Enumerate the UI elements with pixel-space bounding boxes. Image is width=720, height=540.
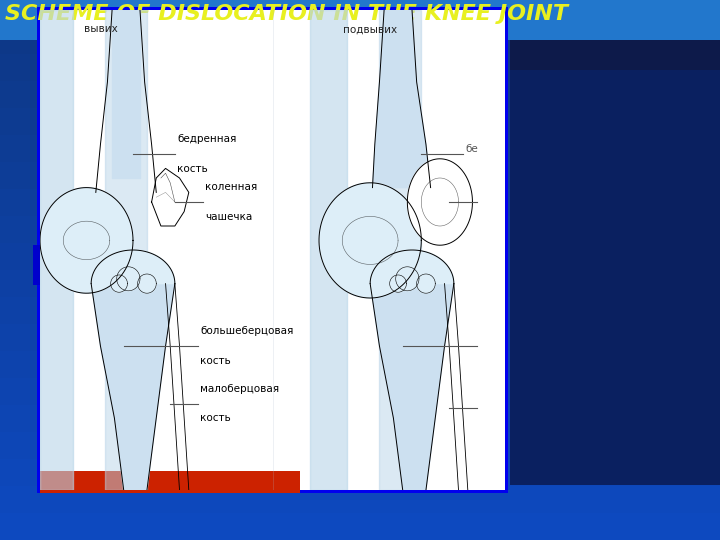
Text: вывих: вывих	[84, 24, 117, 35]
Polygon shape	[112, 10, 140, 178]
Bar	[0, 0, 720, 27]
Text: малоберцовая: малоберцовая	[200, 384, 279, 394]
Text: кость: кость	[200, 356, 231, 366]
Bar	[0, 80, 720, 108]
Bar	[0, 296, 720, 324]
Text: бедренная: бедренная	[177, 134, 237, 144]
Polygon shape	[319, 183, 421, 298]
Bar	[0, 458, 720, 486]
Polygon shape	[310, 10, 347, 490]
Text: чашечка: чашечка	[205, 212, 252, 221]
Bar	[0, 242, 720, 270]
Bar	[0, 512, 720, 540]
Bar	[0, 134, 720, 162]
Text: кость: кость	[177, 164, 208, 173]
Polygon shape	[417, 274, 436, 293]
Bar	[0, 107, 720, 135]
Polygon shape	[111, 275, 127, 292]
Bar	[0, 53, 720, 81]
Text: SCHEME OF DISLOCATION IN THE KNEE JOINT: SCHEME OF DISLOCATION IN THE KNEE JOINT	[5, 4, 568, 24]
Polygon shape	[396, 267, 419, 291]
Bar	[40, 471, 300, 493]
Bar	[0, 269, 720, 297]
Polygon shape	[370, 250, 454, 284]
Bar	[510, 0, 720, 70]
Bar	[33, 245, 40, 285]
Text: большеберцовая: большеберцовая	[200, 326, 294, 336]
Bar	[40, 10, 505, 490]
Bar	[0, 215, 720, 243]
Text: кость: кость	[200, 413, 231, 423]
Polygon shape	[408, 159, 472, 245]
Polygon shape	[117, 267, 140, 291]
Text: подвывих: подвывих	[343, 24, 397, 35]
Polygon shape	[105, 10, 147, 490]
Text: коленная: коленная	[205, 183, 257, 192]
Bar	[0, 161, 720, 189]
Bar	[0, 350, 720, 378]
Bar	[0, 404, 720, 432]
Bar	[510, 55, 720, 485]
Polygon shape	[138, 274, 156, 293]
Polygon shape	[390, 275, 406, 292]
Bar	[0, 188, 720, 216]
Bar	[0, 431, 720, 459]
Polygon shape	[370, 284, 454, 490]
Bar	[0, 26, 720, 54]
Bar	[0, 377, 720, 405]
Polygon shape	[91, 284, 175, 490]
Bar	[0, 323, 720, 351]
Bar	[37, 7, 508, 493]
Polygon shape	[40, 187, 133, 293]
Bar	[0, 0, 720, 40]
Polygon shape	[91, 250, 175, 284]
Polygon shape	[379, 10, 421, 490]
Polygon shape	[40, 10, 73, 490]
Text: бе: бе	[465, 144, 478, 154]
Polygon shape	[372, 10, 431, 187]
Bar	[0, 485, 720, 513]
Polygon shape	[152, 168, 189, 226]
